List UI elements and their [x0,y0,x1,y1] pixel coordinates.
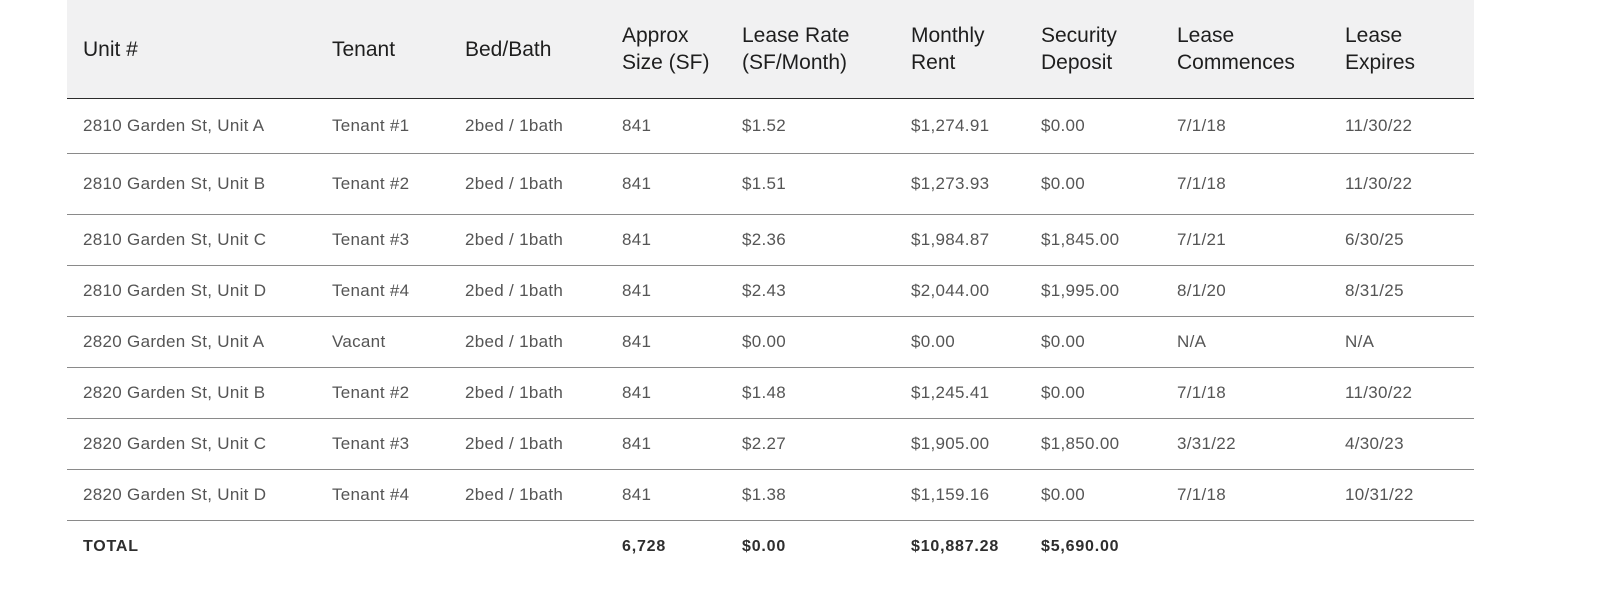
cell-bed-bath: 2bed / 1bath [465,116,564,135]
cell-monthly-rent: $2,044.00 [911,281,990,300]
cell-lease-rate: $1.48 [742,383,787,402]
cell-lease-commences: 7/1/18 [1177,485,1227,504]
table-total-row: TOTAL 6,728 $0.00 $10,887.28 $5,690.00 [67,521,1474,572]
cell-bed-bath: 2bed / 1bath [465,174,564,193]
cell-monthly-rent: $1,984.87 [911,230,990,249]
cell-tenant: Vacant [332,332,386,351]
header-lease-commences: Lease Commences [1177,24,1295,74]
cell-bed-bath: 2bed / 1bath [465,332,564,351]
cell-lease-rate: $0.00 [742,332,787,351]
table-row: 2810 Garden St, Unit A Tenant #1 2bed / 1b… [67,99,1474,154]
header-monthly-rent: Monthly Rent [911,24,985,74]
cell-lease-rate: $2.27 [742,434,787,453]
cell-lease-commences: 7/1/18 [1177,116,1227,135]
cell-unit: 2820 Garden St, Unit B [83,383,266,402]
cell-security-deposit: $0.00 [1041,332,1086,351]
cell-lease-commences: 7/1/18 [1177,174,1227,193]
cell-approx-size: 841 [622,281,652,300]
table-row: 2810 Garden St, Unit D Tenant #4 2bed / 1b… [67,266,1474,317]
cell-lease-commences: 8/1/20 [1177,281,1227,300]
cell-monthly-rent: $1,273.93 [911,174,990,193]
header-approx-size: Approx Size (SF) [622,24,710,74]
cell-lease-rate: $1.38 [742,485,787,504]
cell-lease-rate: $2.43 [742,281,787,300]
header-unit: Unit # [83,37,138,61]
cell-lease-expires: 4/30/23 [1345,434,1404,453]
header-bed-bath: Bed/Bath [465,37,552,61]
cell-tenant: Tenant #3 [332,230,410,249]
cell-tenant: Tenant #2 [332,383,410,402]
cell-bed-bath: 2bed / 1bath [465,383,564,402]
cell-monthly-rent: $1,274.91 [911,116,990,135]
cell-security-deposit: $1,850.00 [1041,434,1120,453]
rent-roll-table: Unit # Tenant Bed/Bath Approx Size (SF) … [67,0,1474,572]
header-tenant: Tenant [332,37,396,61]
cell-monthly-rent: $1,905.00 [911,434,990,453]
cell-approx-size: 841 [622,174,652,193]
cell-lease-expires: N/A [1345,332,1375,351]
cell-bed-bath: 2bed / 1bath [465,434,564,453]
cell-tenant: Tenant #3 [332,434,410,453]
table-row: 2820 Garden St, Unit A Vacant 2bed / 1bath… [67,317,1474,368]
header-security-deposit: Security Deposit [1041,24,1117,74]
cell-lease-expires: 11/30/22 [1345,383,1413,402]
cell-security-deposit: $0.00 [1041,383,1086,402]
total-monthly-rent: $10,887.28 [911,537,1000,555]
total-lease-rate: $0.00 [742,537,787,555]
cell-approx-size: 841 [622,434,652,453]
cell-unit: 2810 Garden St, Unit D [83,281,267,300]
header-lease-rate: Lease Rate (SF/Month) [742,24,850,74]
total-approx-size: 6,728 [622,537,667,555]
cell-approx-size: 841 [622,383,652,402]
cell-monthly-rent: $0.00 [911,332,956,351]
cell-unit: 2810 Garden St, Unit C [83,230,267,249]
table-row: 2820 Garden St, Unit B Tenant #2 2bed / 1b… [67,368,1474,419]
cell-security-deposit: $1,995.00 [1041,281,1120,300]
table-header-row: Unit # Tenant Bed/Bath Approx Size (SF) … [67,0,1474,99]
cell-lease-rate: $1.52 [742,116,787,135]
cell-bed-bath: 2bed / 1bath [465,485,564,504]
cell-security-deposit: $0.00 [1041,116,1086,135]
cell-lease-expires: 10/31/22 [1345,485,1414,504]
cell-lease-expires: 11/30/22 [1345,116,1413,135]
cell-approx-size: 841 [622,230,652,249]
cell-unit: 2820 Garden St, Unit D [83,485,267,504]
cell-unit: 2810 Garden St, Unit B [83,174,266,193]
header-lease-expires: Lease Expires [1345,24,1416,74]
cell-security-deposit: $0.00 [1041,174,1086,193]
cell-tenant: Tenant #4 [332,485,410,504]
cell-approx-size: 841 [622,116,652,135]
cell-unit: 2820 Garden St, Unit A [83,332,265,351]
cell-approx-size: 841 [622,485,652,504]
cell-tenant: Tenant #1 [332,116,410,135]
cell-bed-bath: 2bed / 1bath [465,230,564,249]
cell-unit: 2820 Garden St, Unit C [83,434,267,453]
cell-security-deposit: $1,845.00 [1041,230,1120,249]
cell-lease-expires: 11/30/22 [1345,174,1413,193]
cell-tenant: Tenant #2 [332,174,410,193]
cell-lease-commences: 7/1/18 [1177,383,1227,402]
cell-bed-bath: 2bed / 1bath [465,281,564,300]
table-row: 2810 Garden St, Unit B Tenant #2 2bed / 1b… [67,154,1474,215]
total-security-deposit: $5,690.00 [1041,537,1120,555]
cell-lease-expires: 8/31/25 [1345,281,1404,300]
cell-lease-commences: N/A [1177,332,1207,351]
cell-security-deposit: $0.00 [1041,485,1086,504]
table-row: 2820 Garden St, Unit D Tenant #4 2bed / 1b… [67,470,1474,521]
table-body: 2810 Garden St, Unit A Tenant #1 2bed / 1b… [67,99,1474,521]
total-label: TOTAL [83,537,139,555]
cell-lease-commences: 7/1/21 [1177,230,1227,249]
table-row: 2820 Garden St, Unit C Tenant #3 2bed / 1b… [67,419,1474,470]
cell-lease-rate: $2.36 [742,230,787,249]
cell-lease-commences: 3/31/22 [1177,434,1236,453]
cell-tenant: Tenant #4 [332,281,410,300]
cell-lease-rate: $1.51 [742,174,787,193]
cell-monthly-rent: $1,245.41 [911,383,990,402]
cell-monthly-rent: $1,159.16 [911,485,990,504]
cell-lease-expires: 6/30/25 [1345,230,1404,249]
cell-approx-size: 841 [622,332,652,351]
cell-unit: 2810 Garden St, Unit A [83,116,265,135]
table-row: 2810 Garden St, Unit C Tenant #3 2bed / 1b… [67,215,1474,266]
